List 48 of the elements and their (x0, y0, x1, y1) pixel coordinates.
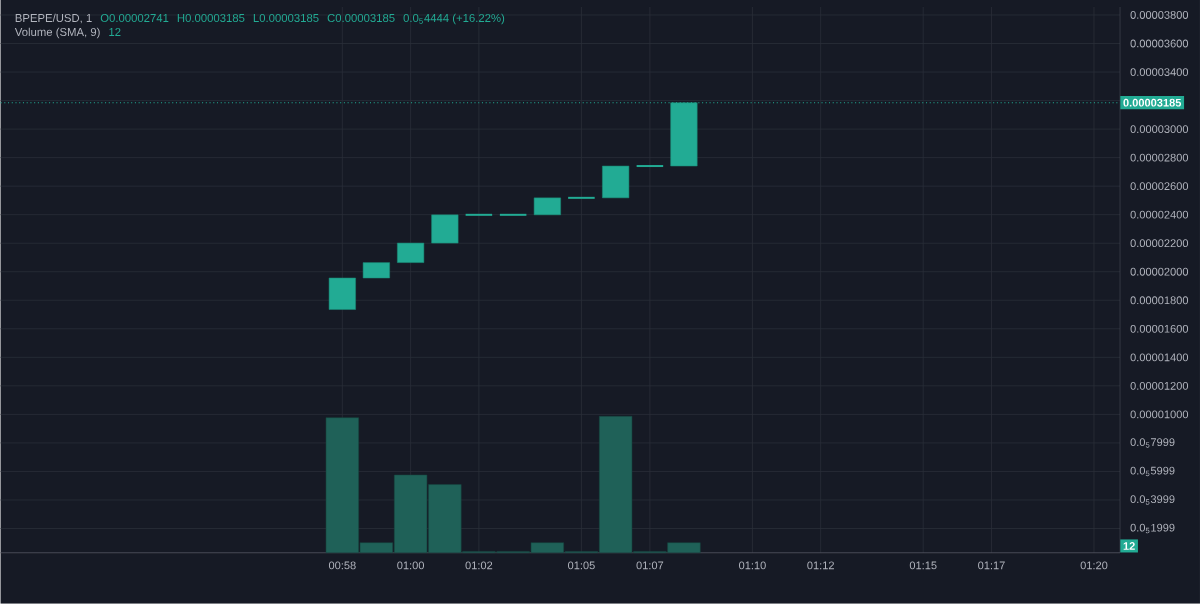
x-tick-label: 01:07 (636, 561, 664, 570)
y-tick-label: 0.00002800 (1130, 153, 1189, 162)
x-tick-label: 01:10 (739, 561, 766, 570)
chart-title: Volume (SMA, 9) (14, 27, 100, 39)
candlestick (397, 242, 425, 264)
y-tick-label: 0.00002000 (1130, 267, 1189, 276)
x-tick-label: 01:17 (978, 561, 1005, 570)
x-tick-label: 01:20 (1080, 561, 1108, 570)
candlestick (328, 277, 356, 310)
candlestick (533, 197, 561, 216)
y-tick-label: 0.00001000 (1130, 410, 1189, 419)
x-tick-label: 01:00 (397, 561, 425, 570)
y-tick-label: 0.00003400 (1130, 68, 1189, 77)
x-tick-label: 01:02 (465, 561, 493, 570)
x-tick-label: 00:58 (328, 561, 356, 570)
y-tick-label: 0.00001200 (1130, 382, 1189, 390)
y-tick-label: 0.00003000 (1130, 125, 1189, 134)
y-tick-label: 0.0$_{5}$1999 (1130, 523, 1175, 534)
y-tick-label: 0.00001400 (1130, 353, 1189, 362)
y-tick-label: 0.0$_{5}$7999 (1130, 438, 1175, 448)
y-tick-label: 0.0$_{5}$3999 (1130, 495, 1175, 505)
candlestick (431, 214, 459, 244)
x-tick-label: 01:12 (807, 561, 834, 570)
text: 12 (1123, 542, 1135, 550)
y-tick-label: 0.00001600 (1130, 325, 1189, 333)
y-tick-label: 0.00002600 (1130, 182, 1189, 191)
y-tick-label: 0.00002200 (1130, 239, 1189, 248)
ref-line-label: 0.00003185 (1123, 98, 1182, 107)
y-tick-label: 0.00003800 (1130, 11, 1189, 20)
y-tick-label: 0.00002400 (1130, 210, 1189, 219)
candlestick (567, 196, 596, 199)
x-tick-label: 01:15 (909, 561, 937, 570)
annotation: L0.00003185 (253, 14, 319, 23)
x-tick-label: 01:05 (568, 561, 595, 570)
annotation: 0.0$_{5}$4444 (+16.22%) (403, 13, 505, 25)
candlestick (362, 262, 390, 279)
annotation: O0.00002741 (100, 14, 169, 23)
y-tick-label: 0.00003600 (1130, 39, 1189, 48)
annotation: 12 (109, 28, 121, 37)
y-tick-label: 0.00001800 (1130, 296, 1189, 305)
candlestick (464, 213, 494, 216)
annotation: H0.00003185 (177, 14, 245, 23)
candlestick (635, 165, 665, 168)
candlestick (602, 165, 630, 199)
annotation: C0.00003185 (327, 14, 395, 23)
y-tick-label: 0.0$_{5}$5999 (1130, 466, 1175, 477)
candlestick (498, 213, 528, 216)
text: BPEPE/USD, 1 (15, 13, 92, 24)
